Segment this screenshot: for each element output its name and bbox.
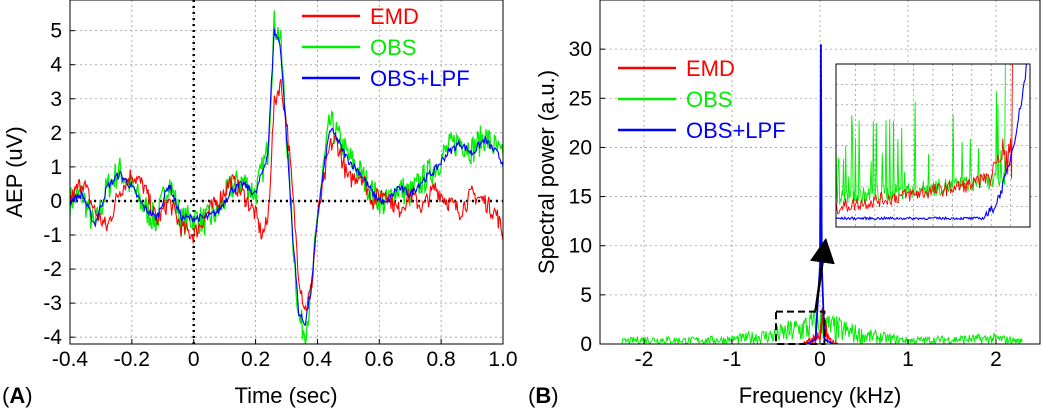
panel-a-series-emd <box>70 78 503 311</box>
panel-b-inset-series <box>836 64 1028 221</box>
panel-b-ytick-label: 30 <box>569 38 592 61</box>
panel-a-series <box>70 10 503 344</box>
panel-b-ytick-label: 10 <box>569 235 592 258</box>
panel-a-xtick-label: 0.8 <box>427 348 456 371</box>
panel-a-xtick-label: -0.2 <box>114 348 150 371</box>
panel-a-chart: -0.4 -0.2 0 0.2 0.4 0.6 0.8 1.0 -4 -3 -2 -1 0 1 2 3 4 5 E… <box>2 0 518 408</box>
panel-b-label: (B) <box>528 383 559 408</box>
panel-b-inset-series-obs <box>836 64 1010 205</box>
panel-b-ytick-label: 15 <box>569 186 592 209</box>
panel-b-inset <box>835 63 1031 228</box>
panel-a-ytick-label: 0 <box>50 190 62 213</box>
panel-b-xtick-label: -2 <box>635 348 654 371</box>
panel-a-xtick-label: 0 <box>188 348 200 371</box>
panel-b-ytick-label: 20 <box>569 136 592 159</box>
panel-a-ytick-label: 1 <box>50 156 62 179</box>
panel-b-xtick-label: 1 <box>902 348 914 371</box>
panel-b-series-obs-lpf <box>806 44 834 344</box>
panel-a-ytick-label: 4 <box>50 54 62 77</box>
panel-a-label: (A) <box>2 383 33 408</box>
panel-a-legend-label-obs: OBS <box>370 35 416 60</box>
panel-b-legend-label-obs-lpf: OBS+LPF <box>686 118 786 143</box>
panel-b-xtick-label: 0 <box>814 348 826 371</box>
panel-b-ytick-label: 5 <box>580 284 592 307</box>
panel-b-y-axis-label: Spectral power (a.u.) <box>534 70 559 274</box>
panel-a-ytick-label: -1 <box>43 224 62 247</box>
panel-a-xtick-label: -0.4 <box>52 348 89 371</box>
panel-b-legend: EMD OBS OBS+LPF <box>618 56 786 143</box>
panel-a-ytick-label: -3 <box>43 292 62 315</box>
panel-a-xtick-label: 1.0 <box>488 348 517 371</box>
panel-a-series-obs-lpf <box>70 28 503 327</box>
panel-b-legend-label-obs: OBS <box>686 87 732 112</box>
panel-b-inset-frame <box>835 63 1031 228</box>
panel-b-zoom-arrow <box>810 237 835 311</box>
panel-a-frame <box>69 0 504 345</box>
panel-a-xtick-label: 0.6 <box>365 348 394 371</box>
panel-b-x-axis-label: Frequency (kHz) <box>739 383 902 408</box>
panel-b-ytick-label: 0 <box>580 333 592 356</box>
panel-a-xtick-label: 0.2 <box>241 348 270 371</box>
panel-a-ytick-label: -2 <box>43 258 62 281</box>
panel-a-y-axis-label: AEP (uV) <box>2 126 27 217</box>
panel-b-legend-label-emd: EMD <box>686 56 735 81</box>
panel-a-legend-label-obs-lpf: OBS+LPF <box>370 66 470 91</box>
panel-a-ytick-label: -4 <box>43 326 62 349</box>
panel-a-xtick-label: 0.4 <box>303 348 333 371</box>
panel-b-zoom-box <box>775 310 826 345</box>
panel-b-xtick-label: 2 <box>990 348 1002 371</box>
panel-b-inset-series-emd <box>836 64 1013 215</box>
panel-a-legend: EMD OBS OBS+LPF <box>302 4 470 91</box>
panel-b-ytick-label: 25 <box>569 87 592 110</box>
panel-a-legend-label-emd: EMD <box>370 4 419 29</box>
panel-b-xtick-label: -1 <box>723 348 742 371</box>
panel-a-ticks: -0.4 -0.2 0 0.2 0.4 0.6 0.8 1.0 -4 -3 -2 -1 0 1 2 3 4 5 <box>43 20 517 371</box>
panel-b-zoom-annotation <box>775 237 835 345</box>
panel-a-series-obs <box>70 10 503 344</box>
panel-a-ytick-label: 3 <box>50 88 62 111</box>
panel-a-x-axis-label: Time (sec) <box>234 383 337 408</box>
panel-b-inset-series-obs-lpf <box>836 64 1028 221</box>
panel-a-ytick-label: 5 <box>50 20 62 43</box>
panel-a-ytick-label: 2 <box>50 122 62 145</box>
